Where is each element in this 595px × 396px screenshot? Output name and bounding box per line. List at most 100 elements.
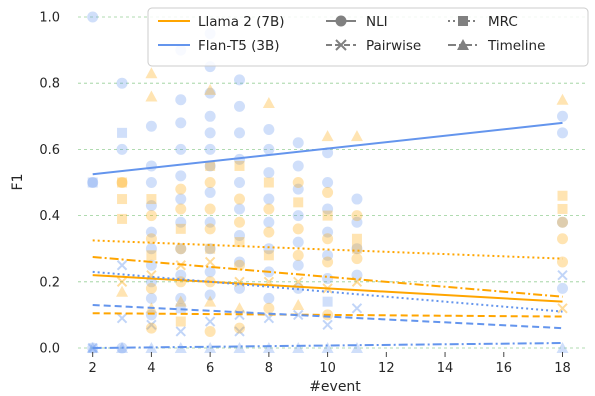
data-point-7: [116, 143, 128, 155]
data-point-4: [87, 177, 98, 188]
data-point-120: [263, 250, 274, 261]
y-tick-label-3: 0.6: [39, 143, 60, 158]
data-point-101: [234, 237, 245, 248]
data-point-143: [322, 272, 334, 284]
data-point-104: [233, 302, 246, 314]
y-tick-label-2: 0.4: [39, 209, 60, 224]
data-point-169: [557, 269, 568, 281]
data-point-75: [204, 342, 217, 353]
x-tick-label-8: 18: [554, 361, 571, 376]
data-point-77: [205, 160, 216, 171]
legend-square-marker-icon: [458, 16, 468, 26]
data-point-163: [351, 243, 362, 254]
data-point-116: [262, 97, 275, 109]
data-point-108: [263, 167, 275, 179]
data-point-19: [145, 120, 157, 132]
data-point-173: [557, 190, 568, 201]
data-point-171: [556, 342, 569, 353]
data-point-105: [234, 322, 246, 334]
data-point-79: [204, 203, 216, 215]
legend-entry-model-0: Llama 2 (7B): [158, 14, 285, 30]
data-point-158: [351, 303, 363, 314]
legend-entry-task-0: NLI: [326, 14, 388, 30]
data-point-166: [557, 110, 569, 122]
x-tick-label-4: 10: [319, 361, 336, 376]
data-point-138: [322, 147, 334, 159]
data-point-15: [117, 194, 128, 205]
data-point-170: [557, 282, 569, 294]
data-point-38: [145, 282, 157, 294]
data-point-29: [146, 319, 157, 331]
data-point-137: [292, 298, 305, 310]
trend-line-4: [92, 121, 563, 176]
data-point-117: [263, 177, 274, 188]
data-point-52: [175, 326, 186, 337]
data-point-80: [204, 223, 216, 235]
data-point-31: [145, 67, 158, 79]
data-point-28: [145, 309, 157, 321]
data-point-68: [204, 160, 216, 172]
data-point-70: [204, 216, 216, 228]
data-point-91: [234, 203, 246, 215]
legend-entry-model-1: Flan-T5 (3B): [158, 38, 280, 54]
data-point-109: [263, 193, 275, 205]
data-point-136: [293, 276, 304, 288]
data-point-106: [263, 124, 275, 136]
data-point-87: [234, 100, 246, 112]
data-point-49: [175, 269, 187, 281]
data-point-135: [292, 249, 304, 261]
legend-box: [147, 7, 589, 67]
trend-line-3: [92, 255, 563, 298]
data-point-92: [234, 229, 246, 241]
data-point-99: [234, 193, 246, 205]
data-point-102: [234, 259, 246, 271]
data-point-40: [145, 322, 157, 334]
legend-model-0-label: Llama 2 (7B): [198, 14, 285, 30]
data-point-168: [557, 216, 569, 228]
legend-circle-marker-icon: [335, 15, 347, 27]
trend-line-6: [92, 270, 563, 313]
legend-x-marker-icon: [335, 39, 347, 51]
data-point-43: [175, 117, 187, 129]
data-point-149: [322, 210, 333, 221]
x-tick-label-3: 8: [265, 361, 273, 376]
x-tick-label-2: 6: [206, 361, 214, 376]
data-point-94: [234, 282, 246, 294]
data-point-51: [175, 303, 186, 314]
data-point-54: [175, 183, 187, 195]
data-point-69: [204, 186, 216, 198]
data-point-139: [322, 177, 334, 188]
x-ticks: 2 4 6 8 10 12 14 16 18: [89, 352, 571, 376]
data-point-88: [234, 127, 246, 139]
data-point-128: [292, 259, 304, 271]
data-point-20: [145, 160, 157, 172]
x-tick-label-7: 16: [496, 361, 513, 376]
data-point-67: [204, 143, 216, 155]
data-point-22: [145, 200, 157, 212]
x-tick-label-5: 12: [378, 361, 395, 376]
data-point-85: [204, 325, 216, 337]
data-point-133: [293, 197, 304, 208]
data-point-6: [116, 77, 128, 89]
data-point-34: [145, 210, 157, 222]
y-ticks: 0.0 0.2 0.4 0.6 0.8 1.0: [39, 11, 60, 357]
data-point-56: [175, 223, 186, 234]
data-point-127: [292, 236, 304, 248]
x-tick-label-6: 14: [437, 361, 454, 376]
data-point-96: [234, 326, 245, 337]
data-point-27: [145, 292, 157, 304]
data-point-122: [263, 302, 275, 314]
y-tick-label-0: 0.0: [39, 342, 60, 357]
data-point-131: [292, 342, 305, 353]
data-point-59: [175, 276, 187, 288]
legend-entry-task-2: MRC: [448, 14, 518, 30]
data-point-35: [145, 233, 157, 245]
data-point-119: [263, 226, 275, 238]
data-point-147: [321, 130, 334, 142]
data-point-97: [233, 342, 246, 353]
data-point-164: [351, 253, 363, 265]
data-point-177: [557, 256, 569, 268]
data-point-90: [234, 177, 246, 188]
data-point-115: [262, 342, 275, 353]
